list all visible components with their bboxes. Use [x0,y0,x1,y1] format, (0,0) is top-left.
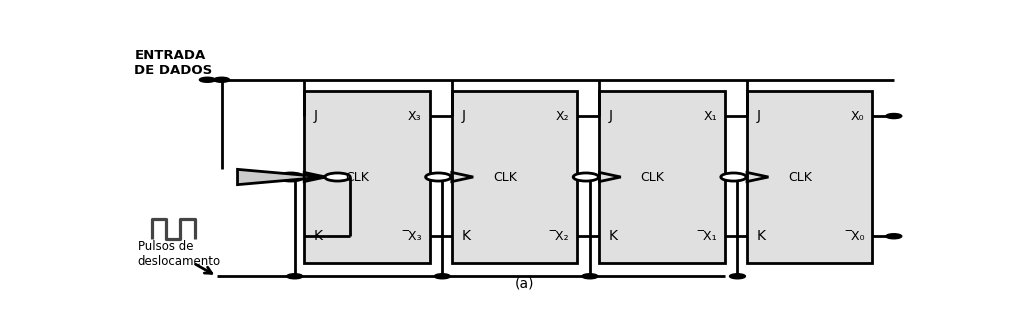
Bar [748,91,872,263]
Circle shape [886,234,902,239]
Text: CLK: CLK [641,171,665,183]
Text: ̅X₁: ̅X₁ [703,230,717,243]
Text: CLK: CLK [788,171,812,183]
Text: X₁: X₁ [703,110,717,123]
Text: J: J [609,109,613,123]
Text: CLK: CLK [494,171,517,183]
Circle shape [573,173,599,181]
Text: K: K [609,229,617,243]
Circle shape [729,274,745,279]
Text: ̅X₀: ̅X₀ [851,230,864,243]
Text: J: J [461,109,465,123]
Text: ENTRADA
DE DADOS: ENTRADA DE DADOS [134,50,213,77]
Polygon shape [238,169,325,185]
Bar [599,91,725,263]
Text: X₂: X₂ [556,110,569,123]
Text: CLK: CLK [345,171,370,183]
Circle shape [582,274,598,279]
Circle shape [434,274,451,279]
Circle shape [278,173,303,181]
Circle shape [886,113,902,118]
Text: K: K [461,229,470,243]
Bar [452,91,578,263]
Text: K: K [313,229,323,243]
Circle shape [214,77,229,82]
Text: ̅X₂: ̅X₂ [556,230,569,243]
Circle shape [426,173,451,181]
Text: (a): (a) [515,277,535,291]
Text: X₀: X₀ [851,110,864,123]
Circle shape [200,77,215,82]
Text: Pulsos de
deslocamento: Pulsos de deslocamento [137,240,220,268]
Circle shape [325,173,350,181]
Bar [304,91,430,263]
Text: J: J [313,109,317,123]
Circle shape [287,274,303,279]
Text: X₃: X₃ [408,110,422,123]
Text: ̅X₃: ̅X₃ [408,230,422,243]
Text: K: K [757,229,766,243]
Text: J: J [757,109,761,123]
Circle shape [721,173,746,181]
